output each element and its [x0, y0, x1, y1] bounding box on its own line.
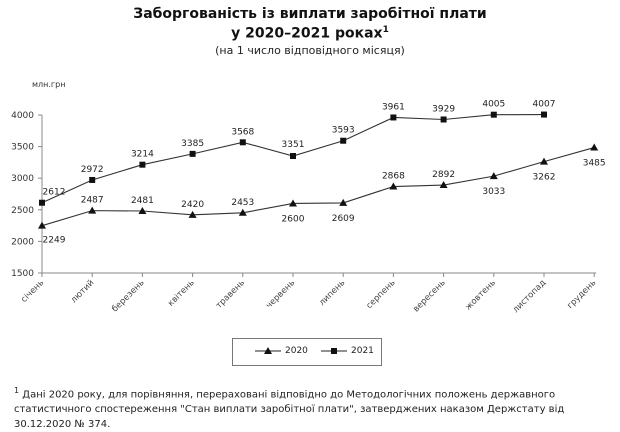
title-years-text: у 2020–2021 роках — [231, 25, 383, 42]
series-line-2020 — [41, 147, 595, 227]
triangle-marker — [590, 143, 599, 151]
legend-item-2020: 2020 — [255, 346, 308, 356]
triangle-marker — [289, 199, 297, 207]
footnote-text: Дані 2020 року, для порівняння, перерахо… — [14, 389, 565, 431]
data-label: 2609 — [332, 214, 355, 224]
triangle-marker — [188, 210, 197, 218]
line-chart: 1500 2000 2500 3000 3500 4000 січень лютий берез… — [11, 100, 606, 316]
x-tick-label: березень — [110, 278, 146, 314]
footnote-ref: 1 — [382, 25, 389, 35]
chart-subtitle: (на 1 число відповідного місяця) — [215, 44, 405, 57]
data-label: 3593 — [332, 126, 355, 136]
data-label: 2868 — [382, 172, 405, 182]
y-tick-label: 4000 — [11, 111, 34, 121]
data-label: 3033 — [482, 187, 505, 197]
square-marker — [189, 150, 196, 157]
y-tick-label: 3500 — [11, 143, 34, 153]
triangle-marker — [489, 172, 498, 180]
data-label: 2481 — [131, 196, 154, 206]
triangle-marker-icon — [255, 347, 281, 354]
triangle-marker — [238, 208, 247, 216]
square-marker — [139, 161, 146, 168]
x-tick-label: червень — [264, 278, 297, 311]
y-tick-label: 1500 — [11, 269, 34, 279]
x-tick-label: січень — [19, 278, 46, 305]
data-label: 3568 — [231, 127, 254, 137]
data-label: 3351 — [282, 140, 305, 150]
data-label: 2420 — [181, 200, 204, 210]
x-tick-label: липень — [317, 278, 347, 308]
data-label: 3485 — [583, 159, 606, 169]
square-marker — [89, 176, 96, 183]
square-marker — [490, 111, 497, 118]
data-label: 2972 — [81, 165, 104, 175]
triangle-marker — [88, 206, 97, 214]
y-tick-label: 2500 — [11, 206, 34, 216]
square-marker — [541, 111, 547, 118]
data-label: 3929 — [432, 104, 455, 114]
data-label: 3961 — [382, 102, 405, 112]
square-marker — [239, 139, 246, 146]
triangle-marker — [339, 198, 348, 206]
footnote-marker: 1 — [14, 386, 20, 395]
square-marker — [39, 199, 45, 206]
data-label: 2600 — [282, 214, 305, 224]
chart-legend: 2020 2021 — [232, 338, 382, 366]
x-tick-label: лютий — [69, 278, 96, 305]
data-label: 4007 — [533, 100, 556, 110]
square-marker — [390, 114, 397, 121]
legend-label-2020: 2020 — [285, 346, 308, 356]
triangle-marker — [540, 157, 548, 165]
x-tick-label: вересень — [411, 278, 447, 314]
data-label: 2612 — [43, 188, 66, 198]
triangle-marker — [439, 181, 448, 189]
data-label: 2249 — [43, 236, 66, 246]
chart-title: Заборгованість із виплати заробітної пла… — [133, 6, 487, 22]
data-label: 2487 — [81, 196, 104, 206]
y-tick-label: 3000 — [11, 174, 34, 184]
x-tick-label: квітень — [166, 278, 197, 309]
square-marker-icon — [321, 348, 347, 354]
legend-label-2021: 2021 — [351, 346, 374, 356]
data-label: 2892 — [432, 170, 455, 180]
triangle-marker — [389, 182, 398, 190]
data-label: 3262 — [533, 173, 556, 183]
data-label: 4005 — [482, 100, 505, 110]
square-marker — [290, 153, 296, 160]
square-marker — [440, 116, 447, 123]
x-tick-label: жовтень — [464, 278, 498, 312]
square-marker — [340, 137, 347, 144]
data-label: 2453 — [231, 198, 254, 208]
x-tick-label: грудень — [565, 278, 598, 311]
y-axis-unit-label: млн.грн — [32, 80, 66, 89]
data-label: 3214 — [131, 150, 154, 160]
x-tick-label: листопад — [511, 278, 548, 315]
data-label: 3385 — [181, 139, 204, 149]
triangle-marker — [38, 221, 46, 229]
footnote: 1 Дані 2020 року, для порівняння, перера… — [14, 383, 614, 432]
chart-title-years: у 2020–2021 роках1 — [0, 25, 620, 42]
y-tick-label: 2000 — [11, 237, 34, 247]
triangle-marker — [138, 207, 147, 215]
x-tick-label: травень — [214, 278, 247, 311]
legend-item-2021: 2021 — [321, 346, 374, 356]
x-tick-label: серпень — [365, 278, 398, 311]
